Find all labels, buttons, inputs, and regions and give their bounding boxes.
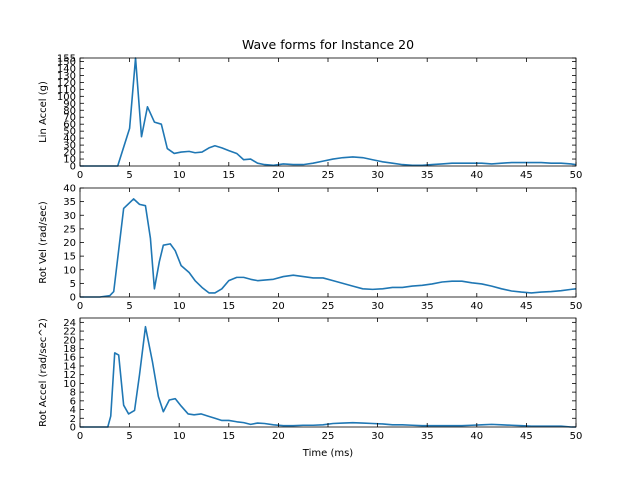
y-axis-label: Lin Accel (g) [38,81,49,143]
x-tick-label: 30 [371,170,384,181]
y-tick-label: 5 [70,279,76,290]
y-tick-label: 100 [57,92,76,103]
x-tick-label: 25 [322,170,335,181]
x-tick-label: 50 [570,170,583,181]
figure-title: Wave forms for Instance 20 [242,37,414,52]
y-tick-label: 2 [70,414,76,425]
x-tick-label: 10 [173,431,186,442]
axes-frame [79,317,577,428]
y-tick-label: 10 [63,265,76,276]
y-tick-label: 50 [63,127,76,138]
x-tick-label: 50 [570,431,583,442]
y-tick-label: 15 [63,252,76,263]
y-tick-label: 20 [63,335,76,346]
x-tick-label: 25 [322,431,335,442]
x-tick-label: 10 [173,301,186,312]
y-tick-label: 40 [63,134,76,145]
subplot-1: 0 5 10 15 20 25 30 35 40 45 5001020304050607080901… [38,54,582,182]
x-tick-label: 35 [421,301,434,312]
x-tick-label: 45 [520,301,533,312]
y-tick-label: 30 [63,141,76,152]
x-tick-label: 25 [322,301,335,312]
axes-frame [79,187,577,298]
x-tick-label: 40 [470,170,483,181]
y-tick-label: 40 [63,184,76,195]
y-tick-label: 4 [70,405,76,416]
subplots: 0 5 10 15 20 25 30 35 40 45 5001020304050607080901… [38,54,582,443]
x-tick-label: 0 [77,431,83,442]
series-line [80,198,577,298]
y-tick-label: 24 [63,318,76,329]
y-tick-label: 80 [63,106,76,117]
x-tick-label: 45 [520,170,533,181]
x-tick-label: 35 [421,170,434,181]
x-tick-label: 10 [173,170,186,181]
x-tick-label: 20 [272,431,285,442]
y-axis-label: Rot Vel (rad/sec) [38,201,49,284]
y-tick-label: 140 [57,64,76,75]
y-tick-label: 22 [63,327,76,338]
y-tick-label: 16 [63,353,76,364]
y-tick-label: 130 [57,71,76,82]
y-tick-label: 25 [63,224,76,235]
x-tick-label: 0 [77,170,83,181]
y-tick-label: 150 [57,57,76,68]
x-tick-label: 5 [126,170,132,181]
y-tick-label: 8 [70,388,76,399]
y-tick-label: 155 [57,54,76,65]
x-tick-label: 0 [77,301,83,312]
y-tick-label: 10 [63,155,76,166]
x-tick-label: 20 [272,170,285,181]
y-tick-label: 6 [70,396,76,407]
y-tick-label: 35 [63,197,76,208]
y-tick-label: 30 [63,211,76,222]
x-tick-label: 20 [272,301,285,312]
subplot-3: 0 5 10 15 20 25 30 35 40 45 5002468101214161820222… [38,317,583,442]
y-tick-label: 120 [57,78,76,89]
y-tick-label: 90 [63,99,76,110]
y-tick-label: 0 [70,423,76,434]
y-axis-label: Rot Accel (rad/sec^2) [38,318,49,427]
y-tick-label: 110 [57,85,76,96]
x-tick-label: 45 [520,431,533,442]
x-tick-label: 50 [570,301,583,312]
x-tick-label: 40 [470,301,483,312]
x-axis-label: Time (ms) [302,448,354,459]
x-tick-label: 15 [222,431,235,442]
x-tick-label: 30 [371,431,384,442]
y-tick-label: 0 [70,293,76,304]
y-tick-label: 70 [63,113,76,124]
x-tick-label: 15 [222,301,235,312]
x-tick-label: 5 [126,431,132,442]
series-line [80,57,577,167]
y-tick-label: 12 [63,370,76,381]
x-tick-label: 40 [470,431,483,442]
axes-frame [79,57,577,167]
y-tick-label: 20 [63,148,76,159]
subplot-2: 0 5 10 15 20 25 30 35 40 45 500510152025303540Rot … [38,184,582,313]
x-tick-label: 15 [222,170,235,181]
y-tick-label: 20 [63,238,76,249]
x-tick-label: 30 [371,301,384,312]
x-tick-label: 35 [421,431,434,442]
y-tick-label: 60 [63,120,76,131]
y-tick-label: 10 [63,379,76,390]
y-tick-label: 18 [63,344,76,355]
y-tick-label: 14 [63,361,76,372]
y-tick-label: 0 [70,162,76,173]
x-tick-label: 5 [126,301,132,312]
